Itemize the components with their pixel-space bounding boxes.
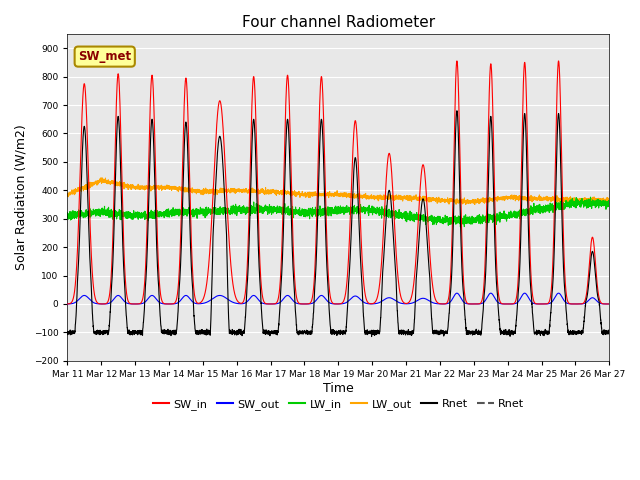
Legend: SW_in, SW_out, LW_in, LW_out, Rnet, Rnet: SW_in, SW_out, LW_in, LW_out, Rnet, Rnet	[148, 394, 529, 414]
Y-axis label: Solar Radiation (W/m2): Solar Radiation (W/m2)	[15, 124, 28, 270]
Title: Four channel Radiometer: Four channel Radiometer	[242, 15, 435, 30]
Text: SW_met: SW_met	[78, 50, 131, 63]
X-axis label: Time: Time	[323, 382, 354, 395]
